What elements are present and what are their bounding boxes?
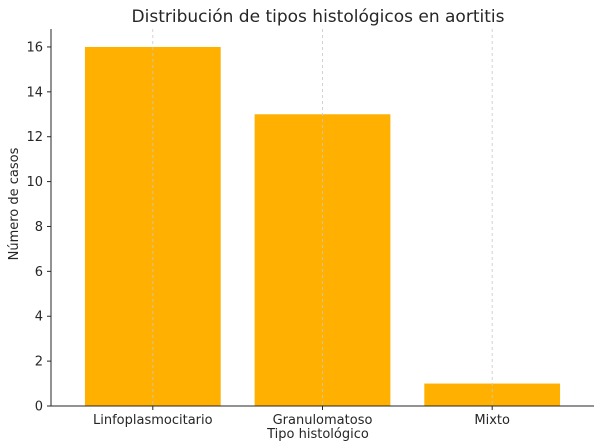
y-tick-label: 12: [26, 130, 43, 145]
y-tick-label: 16: [26, 40, 43, 55]
bar-mixto: [424, 383, 561, 406]
y-tick-label: 0: [35, 400, 43, 415]
y-tick-label: 10: [26, 175, 43, 190]
y-tick-label: 2: [35, 355, 43, 370]
ticks-layer: 0 2 4 6 8 10 12 14 16 Linfoplasmocitario Granuloma…: [26, 40, 510, 428]
x-tick-label: Mixto: [474, 413, 510, 428]
x-tick-label: Linfoplasmocitario: [93, 413, 213, 428]
bar-granulomatoso: [254, 114, 391, 407]
x-tick-label: Granulomatoso: [273, 413, 373, 428]
y-tick-label: 4: [35, 310, 43, 325]
y-tick-label: 14: [26, 85, 43, 100]
y-tick-label: 6: [35, 265, 43, 280]
bars-layer: [84, 46, 561, 407]
grid-layer: [152, 29, 493, 406]
y-axis-label: Número de casos: [7, 147, 22, 260]
bar-linfoplasmocitario: [84, 46, 221, 406]
y-tick-label: 8: [35, 220, 43, 235]
x-axis-label: Tipo histológico: [266, 427, 369, 442]
chart-title: Distribución de tipos histológicos en ao…: [132, 7, 505, 27]
